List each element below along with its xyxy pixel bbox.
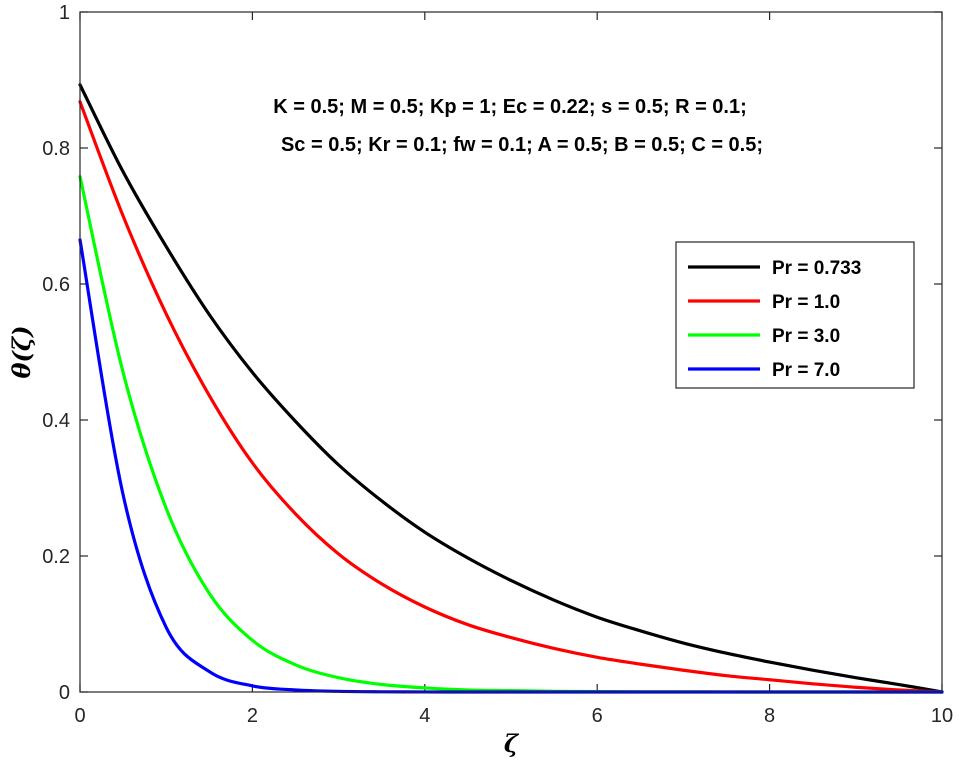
x-tick-label: 0: [74, 705, 85, 727]
legend-label-2: Pr = 1.0: [772, 292, 840, 313]
y-tick-label: 0.4: [42, 410, 70, 432]
series-line-2: [78, 100, 944, 694]
plot-frame: [79, 11, 943, 693]
annotation-line-1: K = 0.5; M = 0.5; Kp = 1; Ec = 0.22; s =…: [273, 96, 747, 118]
y-tick-label: 0.8: [42, 138, 70, 160]
y-tick-label: 0.6: [42, 274, 70, 296]
y-tick-label: 0.2: [42, 546, 70, 568]
x-tick-label: 8: [764, 705, 775, 727]
y-tick-label: 0: [59, 682, 70, 704]
y-axis-label: θ(ζ): [7, 326, 36, 379]
legend-label-1: Pr = 0.733: [772, 258, 861, 279]
x-tick-label: 10: [931, 705, 953, 727]
y-tick-label: 1: [59, 2, 70, 24]
x-tick-label: 2: [247, 705, 258, 727]
series-line-1: [78, 83, 944, 694]
x-tick-label: 6: [592, 705, 603, 727]
legend: Pr = 0.733 Pr = 1.0 Pr = 3.0 Pr = 7.0: [675, 241, 915, 389]
legend-label-3: Pr = 3.0: [772, 326, 840, 347]
legend-label-4: Pr = 7.0: [772, 360, 840, 381]
x-axis-label: ζ: [504, 729, 520, 758]
annotation-line-2: Sc = 0.5; Kr = 0.1; fw = 0.1; A = 0.5; B…: [281, 134, 763, 156]
x-tick-label: 4: [419, 705, 430, 727]
y-axis: 0 0.2 0.4 0.6 0.8 1: [42, 2, 942, 704]
